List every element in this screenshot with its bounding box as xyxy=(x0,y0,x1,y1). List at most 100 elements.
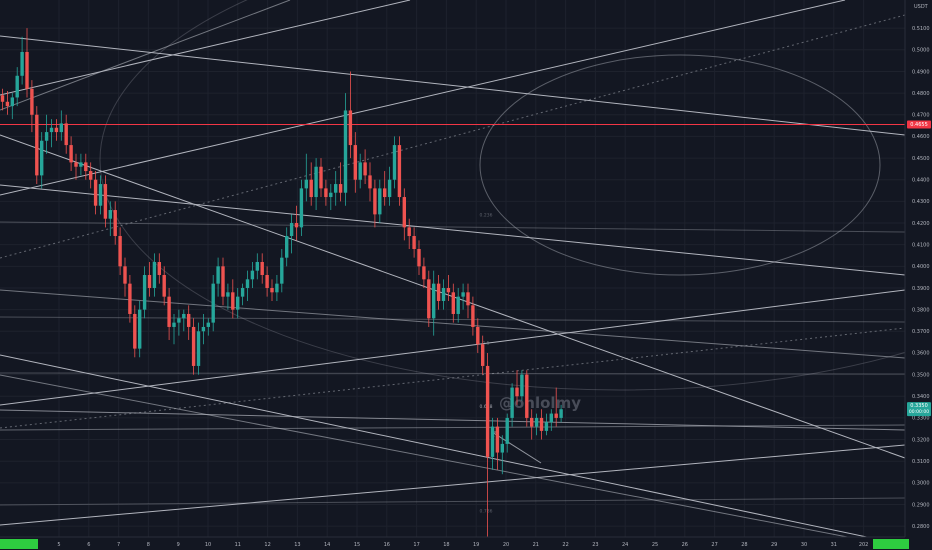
candle-body xyxy=(147,274,152,288)
candle-body xyxy=(44,132,49,141)
price-axis-label: 0.5100 xyxy=(912,26,930,32)
candle-body xyxy=(285,236,289,258)
candle-body xyxy=(485,365,490,457)
price-axis-label: 0.4900 xyxy=(912,69,930,75)
candle-body xyxy=(221,266,225,297)
time-axis-label: 24 xyxy=(622,542,628,548)
trend-line xyxy=(0,372,906,375)
price-axis[interactable] xyxy=(905,0,932,537)
candle-body xyxy=(554,413,558,418)
time-axis-label: 27 xyxy=(711,542,717,548)
candle-body xyxy=(89,171,93,180)
price-axis-label: 0.4200 xyxy=(912,221,930,227)
candle-body xyxy=(167,296,171,327)
candle-body xyxy=(270,287,274,293)
price-axis-unit: USDT xyxy=(914,4,929,10)
time-axis-label: 19 xyxy=(473,542,479,548)
price-axis-label: 0.3700 xyxy=(912,329,930,335)
candle-body xyxy=(20,51,24,76)
time-axis-label: 25 xyxy=(652,542,658,548)
candle-body xyxy=(250,270,255,280)
candle-body xyxy=(240,287,245,297)
price-axis-label: 0.3600 xyxy=(912,351,930,357)
price-axis-label: 0.2800 xyxy=(912,524,930,530)
trend-line xyxy=(0,0,846,196)
candle-body xyxy=(10,97,14,107)
candle-body xyxy=(304,179,308,189)
price-axis-label: 0.4700 xyxy=(912,113,930,119)
candle-body xyxy=(177,318,181,323)
price-axis-label: 0.3900 xyxy=(912,286,930,292)
candle-body xyxy=(539,417,544,431)
price-axis-label: 0.4000 xyxy=(912,264,930,270)
candle-body xyxy=(128,283,132,314)
time-axis[interactable] xyxy=(0,537,932,550)
price-line-tag-value: 0.4655 xyxy=(910,122,928,128)
time-axis-label: 30 xyxy=(801,542,807,548)
candle-body xyxy=(108,210,112,219)
candle-body xyxy=(74,162,78,167)
candle-body xyxy=(490,426,495,457)
candle-body xyxy=(226,292,230,297)
time-axis-label: 5 xyxy=(57,542,60,548)
candle-body xyxy=(329,192,333,198)
candle-body xyxy=(157,262,161,275)
fib-level-label: 0.5 xyxy=(482,340,489,346)
candle-body xyxy=(172,322,176,327)
fib-circle xyxy=(479,54,881,276)
candle-body xyxy=(123,266,127,284)
candle-body xyxy=(93,179,98,206)
time-range-end-marker[interactable] xyxy=(873,539,909,549)
candle-body xyxy=(407,227,411,237)
candle-body xyxy=(64,123,68,146)
candle-body xyxy=(476,326,480,345)
candle-body xyxy=(334,184,338,193)
candle-body xyxy=(383,188,387,198)
candle-body xyxy=(520,374,524,397)
candle-body xyxy=(417,249,421,267)
candle-body xyxy=(397,145,402,198)
candle-body xyxy=(392,145,397,180)
candle-body xyxy=(427,279,431,319)
candle-body xyxy=(432,283,436,319)
candle-body xyxy=(534,417,539,427)
fib-circle xyxy=(99,0,932,391)
time-axis-label: 13 xyxy=(294,542,300,548)
candle-body xyxy=(559,409,563,418)
candle-body xyxy=(201,326,206,332)
candle-body xyxy=(309,179,313,198)
candle-body xyxy=(515,387,519,397)
price-axis-label: 0.4600 xyxy=(912,134,930,140)
trend-line xyxy=(0,221,906,233)
candle-body xyxy=(412,236,416,250)
candle-body xyxy=(162,274,166,297)
time-axis-label: 15 xyxy=(354,542,360,548)
candle-body xyxy=(461,292,465,297)
candle-body xyxy=(113,210,117,237)
price-axis-label: 0.4400 xyxy=(912,178,930,184)
candle-body xyxy=(40,140,44,176)
candle-body xyxy=(544,422,549,431)
candle-body xyxy=(5,101,10,107)
price-axis-label: 0.4300 xyxy=(912,199,930,205)
candle-body xyxy=(510,387,514,418)
price-axis-labels: 0.5100 0.5000 0.4900 0.4800 0.4700 0.4600 0.45… xyxy=(912,26,930,530)
trend-line xyxy=(0,289,906,406)
time-range-start-marker[interactable] xyxy=(0,539,38,549)
candle-body xyxy=(59,123,63,133)
time-axis-label: 12 xyxy=(264,542,270,548)
trend-line xyxy=(0,184,906,276)
candle-body xyxy=(525,374,529,418)
time-axis-label: 9 xyxy=(177,542,180,548)
price-axis-label: 0.3200 xyxy=(912,437,930,443)
candle-body xyxy=(182,313,186,319)
candle-body xyxy=(466,292,470,306)
candle-body xyxy=(343,110,348,193)
candle-body xyxy=(530,417,534,427)
price-axis-label: 0.4500 xyxy=(912,156,930,162)
candle-body xyxy=(260,262,264,275)
candle-body xyxy=(373,188,377,215)
